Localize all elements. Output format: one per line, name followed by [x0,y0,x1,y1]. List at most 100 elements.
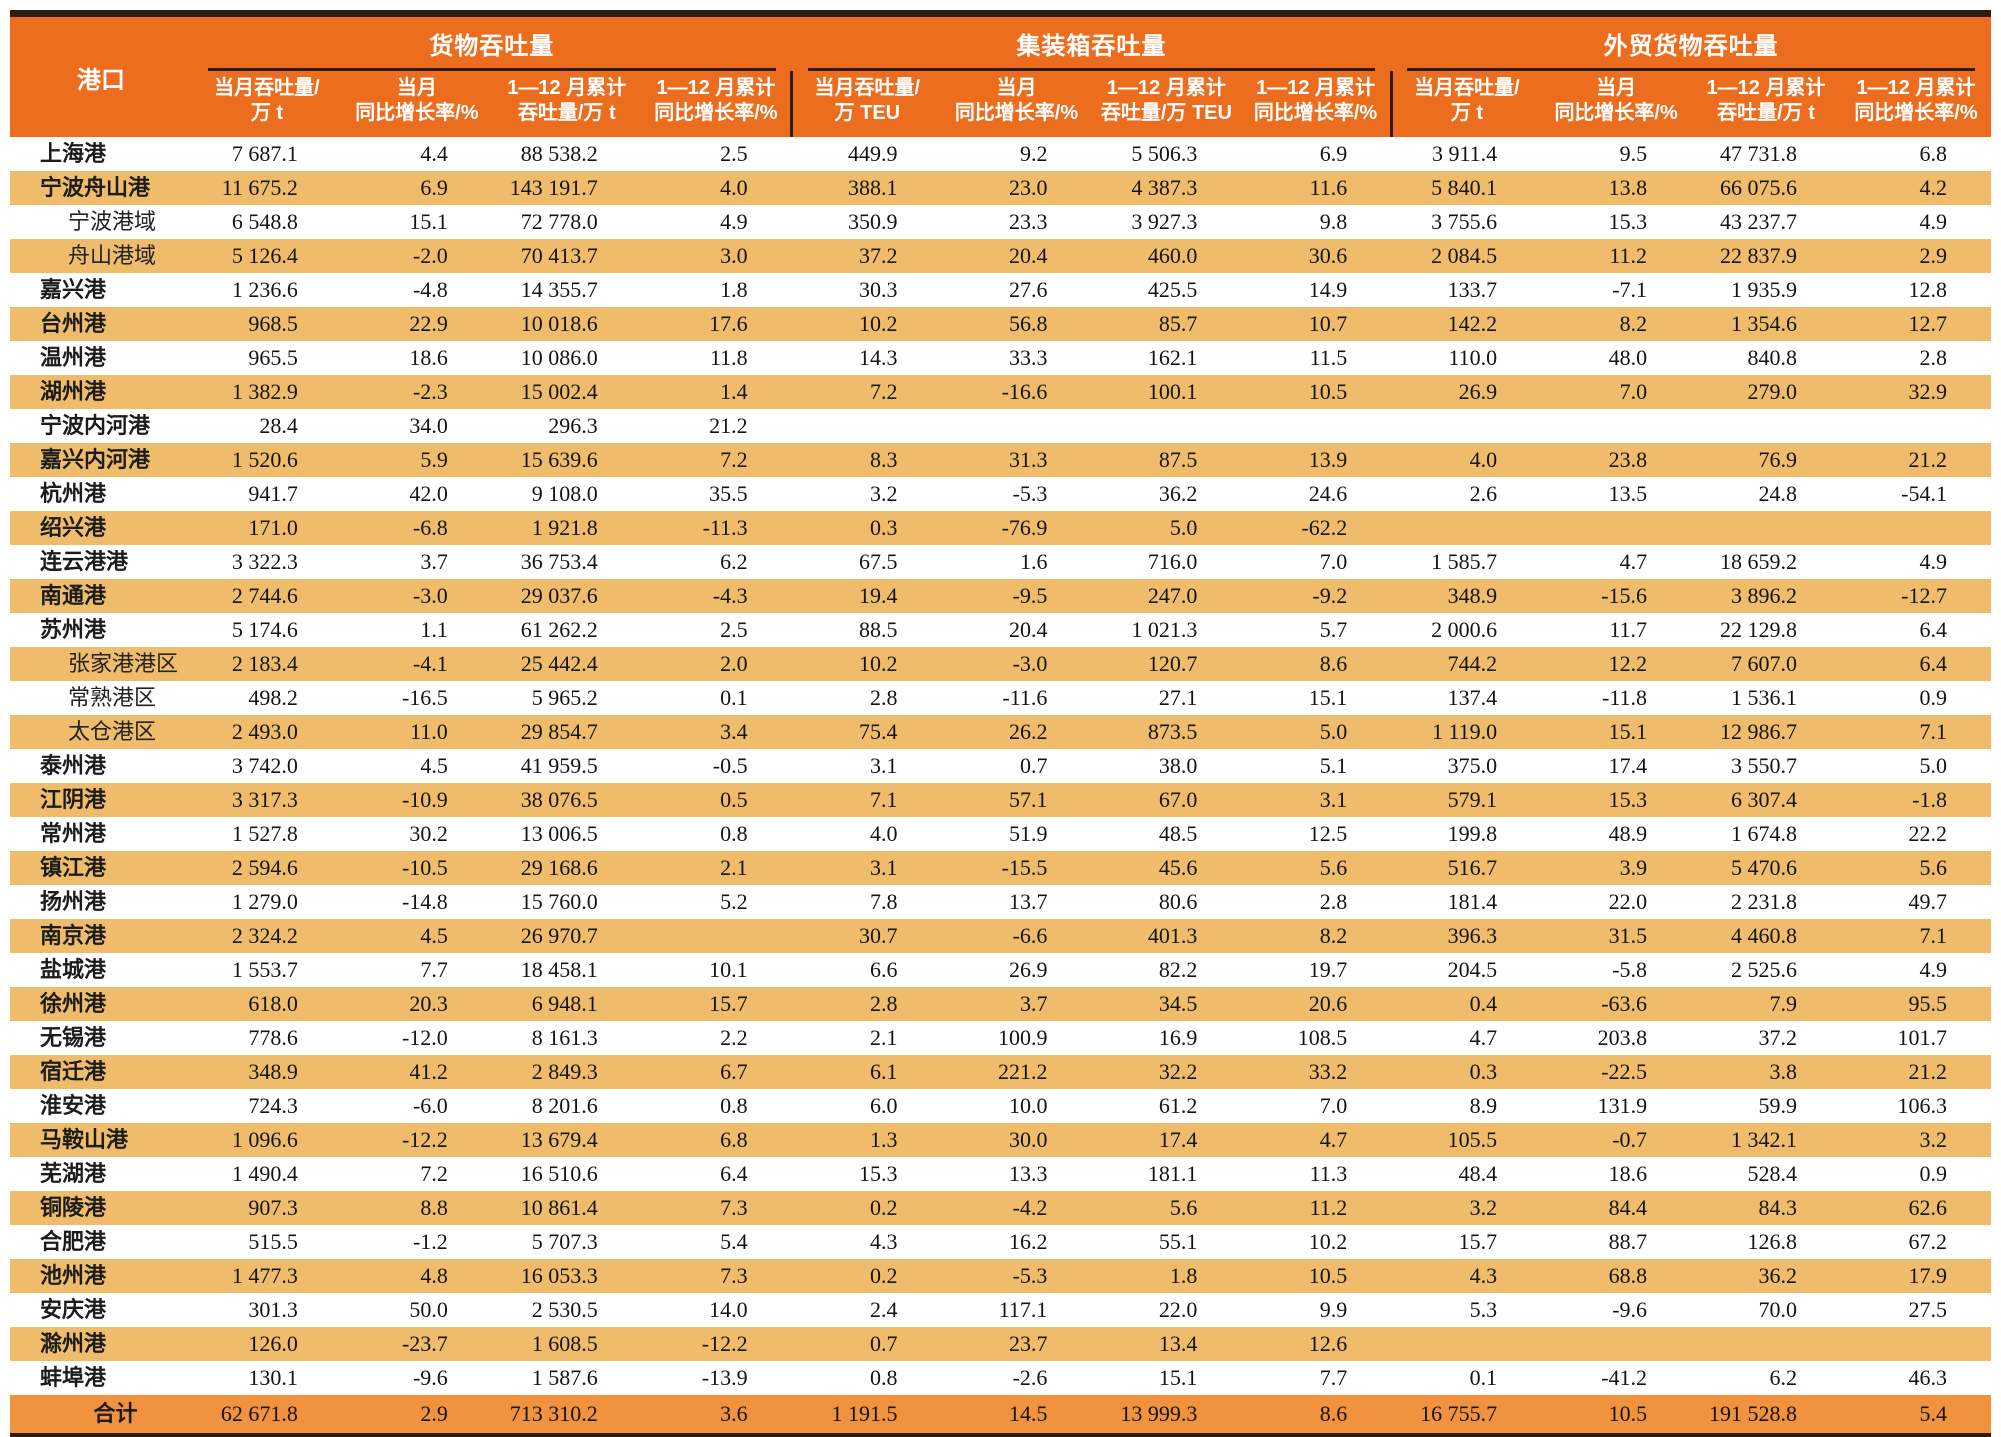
value-cell: 8 201.6 [531,1093,598,1118]
value-cell: 5 707.3 [531,1229,598,1254]
total-value-cell: 62 671.8 [220,1401,298,1426]
value-cell: -14.8 [401,889,448,914]
value-cell: 48.4 [1458,1161,1498,1186]
port-name-cell: 嘉兴港 [40,277,107,302]
value-cell: 0.2 [870,1195,898,1220]
port-name-cell: 苏州港 [40,617,107,642]
value-cell: 42.0 [409,481,448,506]
value-cell: 48.9 [1608,821,1648,846]
value-cell: 516.7 [1447,855,1498,880]
subheader-line2: 吞吐量/万 t [1717,102,1815,124]
value-cell: 350.9 [848,209,898,234]
total-value-cell: 1 191.5 [831,1401,898,1426]
value-cell: -12.2 [401,1127,448,1152]
value-cell: 2 231.8 [1730,889,1797,914]
value-cell: 35.5 [709,481,748,506]
table-body: 上海港 7 687.1 4.4 88 538.2 2.5 449.9 9.2 5 506.3 6… [10,137,1991,1395]
port-name-cell: 连云港港 [40,549,129,574]
value-cell: 6.1 [870,1059,898,1084]
value-cell: 5.7 [1319,617,1348,642]
value-cell [1391,1327,1541,1361]
port-statistics-table-wrap: 港口 货物吞吐量 集装箱吞吐量 外贸货物吞吐量 当月吞吐量/万 t 当月 同比增长率… [10,10,1991,1437]
value-cell: 23.3 [1008,209,1048,234]
value-cell: 30.0 [1008,1127,1048,1152]
value-cell: 26 970.7 [520,923,598,948]
value-cell: 3 927.3 [1131,209,1198,234]
value-cell: 76.9 [1758,447,1797,472]
value-cell: 32.9 [1908,379,1948,404]
value-cell: 13.8 [1608,175,1648,200]
value-cell: 8.2 [1319,923,1348,948]
value-cell: 84.3 [1758,1195,1797,1220]
table-row: 泰州港 3 742.0 4.5 41 959.5 -0.5 3.1 0.7 38.0 5.1 37… [10,749,1991,783]
total-value-cell: 5.4 [1919,1401,1948,1426]
value-cell: 15.1 [409,209,448,234]
value-cell: 20.6 [1308,991,1348,1016]
value-cell: 1.3 [870,1127,898,1152]
value-cell: 61.2 [1158,1093,1198,1118]
value-cell: 75.4 [859,719,898,744]
value-cell: 137.4 [1447,685,1498,710]
value-cell: 21.2 [1908,447,1948,472]
value-cell: 1 935.9 [1730,277,1797,302]
value-cell: 41 959.5 [520,753,598,778]
value-cell: -4.3 [712,583,748,608]
value-cell: 15.1 [1308,685,1348,710]
value-cell: 1 236.6 [231,277,298,302]
value-cell: -15.5 [1001,855,1048,880]
value-cell: 7.8 [870,889,898,914]
value-cell [1841,511,1991,545]
value-cell: 3.9 [1619,855,1648,880]
value-cell: 3.8 [1769,1059,1797,1084]
value-cell: 7.0 [1619,379,1648,404]
subheader-line1: 当月吞吐量/ [1414,77,1520,99]
value-cell: -6.0 [412,1093,448,1118]
table-row: 宁波港域 6 548.8 15.1 72 778.0 4.9 350.9 23.3 3 927… [10,205,1991,239]
value-cell: 130.1 [248,1365,298,1390]
port-name-cell: 马鞍山港 [40,1127,129,1152]
value-cell: 449.9 [848,141,898,166]
port-name-cell: 舟山港域 [68,243,157,268]
value-cell: 6.7 [720,1059,748,1084]
subheader-line2: 同比增长率/% [355,102,479,124]
value-cell: 26.9 [1008,957,1048,982]
value-cell: 6.0 [870,1093,898,1118]
value-cell: 6 948.1 [531,991,598,1016]
value-cell [1691,511,1841,545]
value-cell: 5 126.4 [231,243,298,268]
value-cell: 46.3 [1908,1365,1948,1390]
value-cell: 7.3 [720,1263,748,1288]
port-column-header: 港口 [10,17,192,137]
value-cell: 48.5 [1158,821,1198,846]
value-cell: 1 096.6 [231,1127,298,1152]
value-cell: 7.9 [1769,991,1797,1016]
port-name-cell: 宁波港域 [68,209,157,234]
value-cell: 11.6 [1309,175,1348,200]
value-cell: 7 607.0 [1730,651,1797,676]
value-cell: 4.5 [420,923,448,948]
value-cell: 0.8 [720,1093,748,1118]
value-cell: 7.2 [720,447,748,472]
value-cell: 1 279.0 [231,889,298,914]
value-cell: 34.5 [1158,991,1198,1016]
value-cell: 6.2 [1769,1365,1797,1390]
port-statistics-table: 港口 货物吞吐量 集装箱吞吐量 外贸货物吞吐量 当月吞吐量/万 t 当月 同比增长率… [10,17,1991,1433]
group-header-foreign-trade: 外贸货物吞吐量 [1391,17,1991,71]
value-cell: 203.8 [1597,1025,1648,1050]
value-cell: 70 413.7 [520,243,598,268]
value-cell: 4.0 [1469,447,1498,472]
value-cell: 50.0 [409,1297,448,1322]
value-cell: 425.5 [1147,277,1198,302]
value-cell: 117.1 [998,1297,1048,1322]
value-cell: 1.1 [420,617,448,642]
value-cell: 14.3 [859,345,898,370]
value-cell: 143 191.7 [509,175,598,200]
table-row: 南通港 2 744.6 -3.0 29 037.6 -4.3 19.4 -9.5 247.0 -… [10,579,1991,613]
value-cell: 21.2 [709,413,748,438]
value-cell: 10.2 [1308,1229,1348,1254]
value-cell: 5.6 [1319,855,1348,880]
value-cell: 36 753.4 [520,549,598,574]
value-cell: -13.9 [701,1365,748,1390]
value-cell: 0.9 [1919,1161,1948,1186]
value-cell: -10.5 [401,855,448,880]
